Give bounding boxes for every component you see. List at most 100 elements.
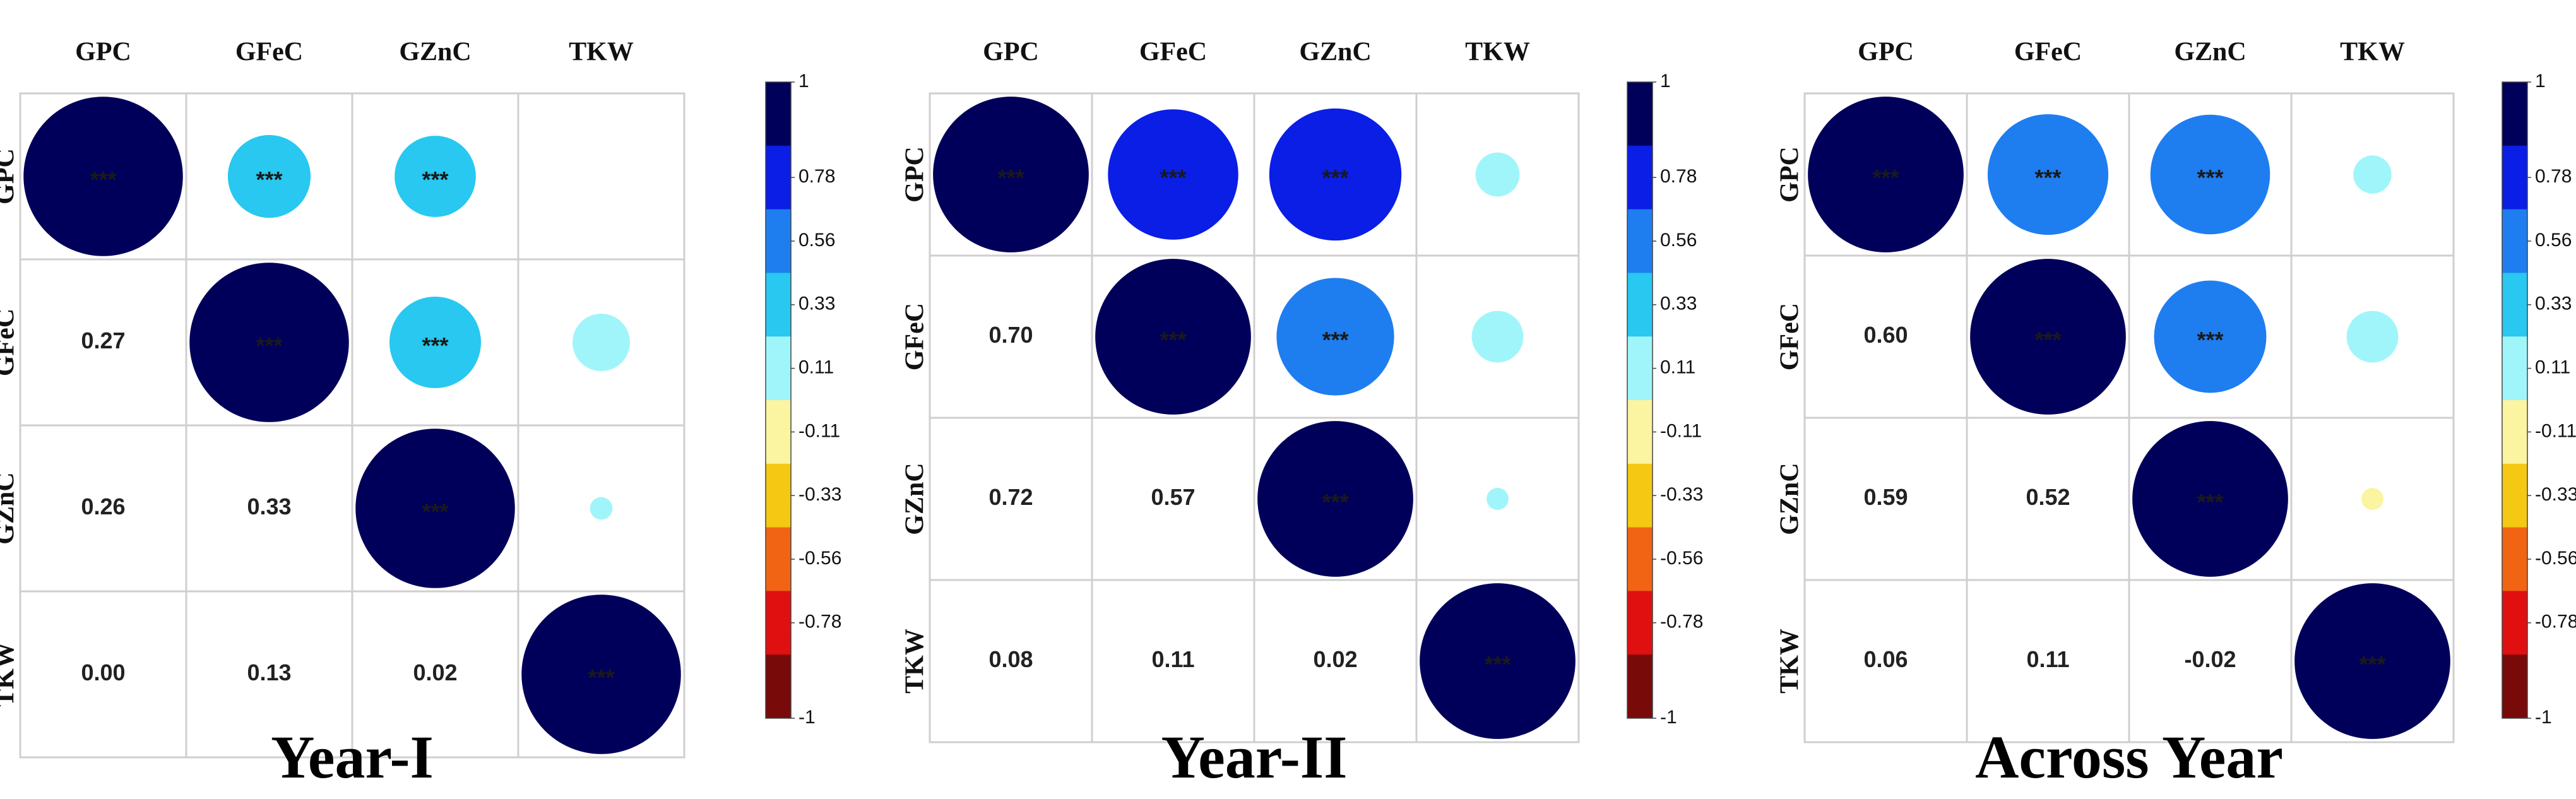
corr-circle-gfec-gfec — [1095, 259, 1251, 415]
corr-circle-gfec-gznc — [389, 296, 482, 389]
colorbar-frame — [765, 81, 792, 719]
corr-value-tkw-gfec: 0.13 — [247, 660, 291, 685]
colorbar-tick-label: -0.78 — [2535, 612, 2576, 632]
significance-marker: *** — [2197, 489, 2223, 515]
significance-marker: *** — [1484, 651, 1511, 677]
column-label-gfec: GFeC — [2014, 38, 2082, 67]
corr-circle-gznc-tkw — [590, 497, 613, 520]
corr-circle-gznc-gznc — [2132, 421, 2288, 577]
corr-circle-gfec-tkw — [2346, 311, 2399, 363]
corr-value-tkw-gfec: 0.11 — [2026, 646, 2069, 672]
corr-circle-gpc-gfec — [1108, 109, 1238, 240]
panel-title: Across Year — [1975, 723, 2283, 791]
corr-circle-gpc-gfec — [227, 134, 311, 218]
colorbar-frame — [1627, 81, 1653, 719]
row-label-tkw: TKW — [0, 642, 20, 707]
colorbar-tick-label: 0.78 — [798, 166, 835, 187]
colorbar-segment — [2502, 527, 2527, 591]
significance-marker: *** — [1160, 327, 1186, 353]
row-label-gznc: GZnC — [901, 463, 930, 535]
colorbar-segment — [2502, 145, 2527, 210]
corr-circle-gfec-gfec — [1970, 259, 2126, 415]
corr-circle-gfec-gznc — [1276, 278, 1394, 396]
colorbar-tick-label: 1 — [2535, 71, 2546, 92]
colorbar-tick-label: -0.56 — [1660, 548, 1703, 569]
corr-circle-gpc-gpc — [23, 97, 183, 256]
column-label-gpc: GPC — [983, 38, 1039, 67]
corr-circle-gznc-gznc — [355, 429, 515, 588]
colorbar-segment — [766, 654, 791, 719]
row-label-tkw: TKW — [1776, 629, 1805, 694]
corr-value-tkw-gpc: 0.08 — [988, 646, 1033, 672]
colorbar-tick-label: -0.33 — [798, 484, 841, 505]
colorbar-tick-label: -0.33 — [1660, 484, 1703, 505]
corr-circle-gznc-tkw — [2361, 488, 2383, 510]
significance-marker: *** — [1322, 489, 1348, 515]
row-label-gznc: GZnC — [0, 472, 20, 544]
colorbar: 1 0.78 0.56 0.33 0.11 -0.11 -0.33 -0.56 -0.78 -1 — [2502, 71, 2576, 728]
row-label-gznc: GZnC — [1776, 463, 1805, 535]
corr-circle-gznc-gznc — [1257, 421, 1413, 577]
colorbar-segment — [1627, 273, 1653, 337]
colorbar-tick-label: 1 — [1660, 71, 1671, 92]
corr-circle-gpc-tkw — [2353, 155, 2392, 194]
panel-title: Year-I — [271, 723, 434, 791]
colorbar-segment — [1627, 209, 1653, 273]
corr-value-gznc-gfec: 0.52 — [2026, 484, 2070, 510]
significance-marker: *** — [256, 167, 282, 192]
corr-circle-gpc-gfec — [1987, 114, 2109, 235]
column-label-gznc: GZnC — [1299, 38, 1371, 67]
grid-cell — [1415, 579, 1580, 743]
column-label-tkw: TKW — [569, 38, 634, 67]
significance-marker: *** — [1160, 165, 1186, 191]
corr-circle-gfec-tkw — [572, 313, 631, 372]
colorbar-segment — [2502, 400, 2527, 465]
row-label-gfec: GFeC — [901, 303, 930, 370]
colorbar-tick-label: -1 — [1660, 707, 1677, 728]
colorbar-tick-label: 0.56 — [1660, 230, 1697, 251]
corr-value-tkw-gfec: 0.11 — [1151, 646, 1194, 672]
colorbar-tick-label: 0.56 — [798, 230, 835, 251]
colorbar-tick-label: -0.78 — [798, 612, 841, 632]
panel-title: Year-II — [1161, 723, 1347, 791]
panel-year-ii: GPC GFeC GZnC TKW GPC GFeC GZnC TKW *** *** *** ***… — [901, 38, 1704, 791]
corr-circle-tkw-tkw — [2294, 583, 2450, 739]
colorbar-tick-label: -1 — [2535, 707, 2552, 728]
column-label-gfec: GFeC — [1139, 38, 1207, 67]
corr-value-tkw-gpc: 0.00 — [81, 660, 125, 685]
significance-marker: *** — [1322, 165, 1348, 191]
colorbar-segment — [2502, 209, 2527, 273]
colorbar-tick-label: 0.11 — [2535, 357, 2570, 378]
colorbar-segment — [766, 273, 791, 337]
grid-cell — [2290, 579, 2455, 743]
significance-marker: *** — [422, 167, 448, 192]
colorbar-tick-label: 0.11 — [1660, 357, 1695, 378]
row-label-gfec: GFeC — [1776, 303, 1805, 370]
corr-circle-tkw-tkw — [521, 595, 681, 754]
row-label-gpc: GPC — [901, 146, 930, 203]
colorbar-segment — [2502, 82, 2527, 146]
significance-marker: *** — [2034, 327, 2061, 353]
corr-value-gznc-gpc: 0.72 — [988, 484, 1033, 510]
colorbar-tick-label: -0.78 — [1660, 612, 1703, 632]
corr-circle-gfec-gznc — [2154, 280, 2267, 393]
colorbar-segment — [1627, 145, 1653, 210]
significance-marker: *** — [2034, 165, 2061, 191]
corr-value-gznc-gfec: 0.33 — [247, 494, 291, 519]
colorbar-segment — [1627, 82, 1653, 146]
colorbar-tick-label: 0.33 — [798, 293, 835, 314]
row-label-gfec: GFeC — [0, 309, 20, 376]
colorbar-segment — [766, 591, 791, 655]
panel-across-year: GPC GFeC GZnC TKW GPC GFeC GZnC TKW *** *** *** ***… — [1776, 38, 2576, 791]
colorbar-tick-label: 0.56 — [2535, 230, 2572, 251]
corr-value-tkw-gznc: 0.02 — [1313, 646, 1357, 672]
colorbar-segment — [766, 209, 791, 273]
significance-marker: *** — [1872, 165, 1899, 191]
colorbar-tick-label: 1 — [798, 71, 809, 92]
colorbar-segment — [1627, 463, 1653, 528]
colorbar-segment — [766, 82, 791, 146]
corr-circle-tkw-tkw — [1420, 583, 1576, 739]
colorbar-segment — [2502, 463, 2527, 528]
corr-value-gfec-gpc: 0.70 — [988, 322, 1033, 348]
